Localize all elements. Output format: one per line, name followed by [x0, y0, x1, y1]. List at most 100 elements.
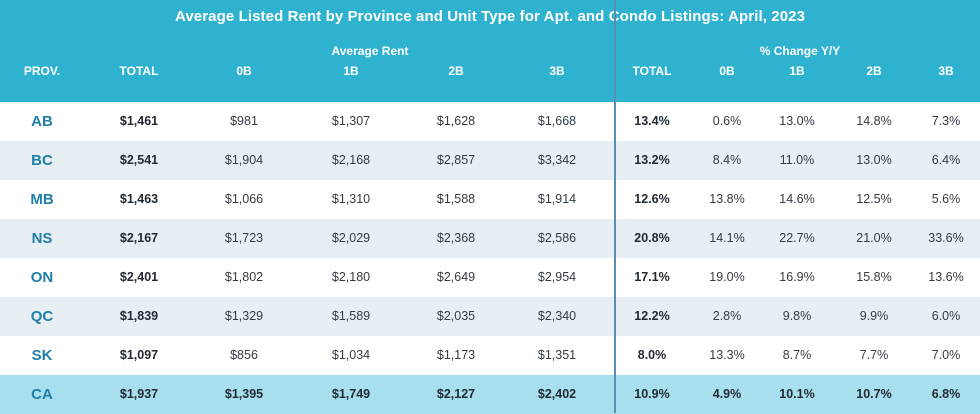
cell-1b: $1,307: [331, 114, 371, 128]
column-header-prov: PROV.: [23, 64, 61, 78]
group-label-average-rent: Average Rent: [331, 44, 409, 58]
cell-pct-0b: 13.3%: [709, 348, 745, 362]
cell-pct-0b: 8.4%: [712, 153, 742, 167]
cell-pct-0b: 13.8%: [709, 192, 745, 206]
cell-1b: $1,310: [331, 192, 371, 206]
table-row: QC $1,839 $1,329 $1,589 $2,035 $2,340 12.2% 2.8…: [0, 297, 980, 336]
column-header-pct-2b: 2B: [866, 64, 882, 78]
cell-prov: BC: [31, 152, 53, 169]
cell-prov: CA: [31, 386, 53, 403]
cell-pct-2b: 13.0%: [856, 153, 892, 167]
cell-pct-total: 12.2%: [634, 309, 670, 323]
cell-pct-1b: 11.0%: [779, 153, 815, 167]
table-title: Average Listed Rent by Province and Unit…: [174, 8, 806, 25]
cell-pct-total: 13.4%: [634, 114, 670, 128]
cell-1b: $2,029: [331, 231, 371, 245]
cell-pct-2b: 10.7%: [856, 387, 892, 401]
cell-pct-3b: 6.4%: [931, 153, 961, 167]
cell-0b: $1,904: [224, 153, 264, 167]
column-header-pct-1b: 1B: [789, 64, 805, 78]
cell-pct-1b: 10.1%: [779, 387, 815, 401]
column-header-pct-0b: 0B: [719, 64, 735, 78]
cell-3b: $1,351: [537, 348, 577, 362]
cell-pct-total: 17.1%: [634, 270, 670, 284]
cell-prov: NS: [31, 230, 53, 247]
cell-0b: $1,802: [224, 270, 264, 284]
cell-3b: $2,340: [537, 309, 577, 323]
cell-pct-3b: 5.6%: [931, 192, 961, 206]
cell-0b: $1,395: [224, 387, 264, 401]
cell-pct-1b: 22.7%: [779, 231, 815, 245]
cell-pct-1b: 13.0%: [779, 114, 815, 128]
cell-2b: $2,368: [436, 231, 476, 245]
cell-total: $1,461: [119, 114, 159, 128]
cell-0b: $856: [230, 348, 258, 362]
cell-3b: $1,668: [537, 114, 577, 128]
cell-total: $1,463: [119, 192, 159, 206]
cell-prov: AB: [31, 113, 53, 130]
cell-pct-2b: 9.9%: [859, 309, 889, 323]
column-header-1b: 1B: [343, 64, 359, 78]
cell-pct-1b: 9.8%: [782, 309, 812, 323]
cell-pct-1b: 16.9%: [779, 270, 815, 284]
cell-prov: QC: [30, 308, 54, 325]
cell-pct-1b: 8.7%: [782, 348, 812, 362]
cell-pct-2b: 21.0%: [856, 231, 892, 245]
cell-2b: $1,628: [436, 114, 476, 128]
cell-total: $2,541: [119, 153, 159, 167]
cell-total: $1,097: [119, 348, 159, 362]
cell-pct-0b: 4.9%: [712, 387, 742, 401]
cell-pct-2b: 15.8%: [856, 270, 892, 284]
column-divider: [614, 0, 616, 413]
cell-1b: $1,589: [331, 309, 371, 323]
cell-pct-3b: 7.0%: [931, 348, 961, 362]
cell-pct-total: 8.0%: [637, 348, 667, 362]
cell-pct-3b: 7.3%: [931, 114, 961, 128]
table-row: BC $2,541 $1,904 $2,168 $2,857 $3,342 13.2% 8.4…: [0, 141, 980, 180]
cell-3b: $2,586: [537, 231, 577, 245]
cell-1b: $1,034: [331, 348, 371, 362]
cell-prov: ON: [30, 269, 54, 286]
cell-pct-0b: 2.8%: [712, 309, 742, 323]
cell-pct-total: 13.2%: [634, 153, 670, 167]
cell-pct-3b: 33.6%: [928, 231, 964, 245]
table-row: MB $1,463 $1,066 $1,310 $1,588 $1,914 12.6% 13.…: [0, 180, 980, 219]
table-row: NS $2,167 $1,723 $2,029 $2,368 $2,586 20.8% 14.…: [0, 219, 980, 258]
cell-pct-1b: 14.6%: [779, 192, 815, 206]
cell-pct-3b: 6.8%: [931, 387, 961, 401]
cell-total: $2,167: [119, 231, 159, 245]
cell-2b: $1,173: [436, 348, 476, 362]
cell-pct-3b: 6.0%: [931, 309, 961, 323]
cell-pct-0b: 0.6%: [712, 114, 742, 128]
cell-pct-0b: 19.0%: [709, 270, 745, 284]
group-label-pct-change: % Change Y/Y: [759, 44, 841, 58]
column-header-pct-total: TOTAL: [632, 64, 672, 78]
cell-pct-2b: 14.8%: [856, 114, 892, 128]
cell-1b: $1,749: [331, 387, 371, 401]
table-row: CA $1,937 $1,395 $1,749 $2,127 $2,402 10.9% 4.9…: [0, 375, 980, 414]
table-row: ON $2,401 $1,802 $2,180 $2,649 $2,954 17.1% 19.…: [0, 258, 980, 297]
table-row: AB $1,461 $981 $1,307 $1,628 $1,668 13.4% 0.6% 1…: [0, 102, 980, 141]
cell-pct-0b: 14.1%: [709, 231, 745, 245]
cell-2b: $1,588: [436, 192, 476, 206]
column-header-total: TOTAL: [119, 64, 159, 78]
cell-1b: $2,168: [331, 153, 371, 167]
cell-pct-2b: 7.7%: [859, 348, 889, 362]
column-header-pct-3b: 3B: [938, 64, 954, 78]
cell-pct-total: 10.9%: [634, 387, 670, 401]
cell-0b: $1,329: [224, 309, 264, 323]
cell-2b: $2,127: [436, 387, 476, 401]
column-header-2b: 2B: [448, 64, 464, 78]
cell-prov: SK: [31, 347, 53, 364]
cell-3b: $2,402: [537, 387, 577, 401]
cell-1b: $2,180: [331, 270, 371, 284]
table-header: Average Listed Rent by Province and Unit…: [0, 0, 980, 102]
cell-pct-3b: 13.6%: [928, 270, 964, 284]
cell-total: $1,839: [119, 309, 159, 323]
cell-0b: $981: [230, 114, 258, 128]
cell-pct-total: 12.6%: [634, 192, 670, 206]
cell-total: $1,937: [119, 387, 159, 401]
cell-2b: $2,649: [436, 270, 476, 284]
table-row: SK $1,097 $856 $1,034 $1,173 $1,351 8.0% 13.3% 8…: [0, 336, 980, 375]
cell-3b: $1,914: [537, 192, 577, 206]
